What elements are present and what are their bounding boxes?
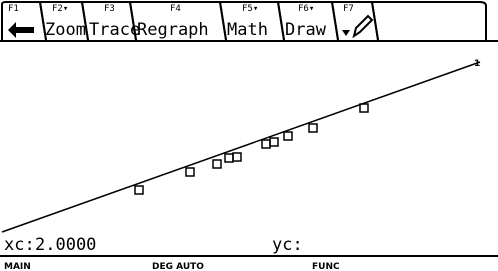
key-label: F5▾: [242, 4, 258, 14]
status-mode: MAIN: [4, 262, 31, 271]
key-label: F7: [343, 4, 354, 14]
calculator-screen: F1 F2▾ Zoom F3 Trace F4 Regraph F5▾ Math…: [0, 0, 498, 271]
key-label: F6▾: [298, 4, 314, 14]
cursor-x-value: 2.0000: [35, 235, 96, 255]
menu-label: Math: [227, 20, 268, 40]
status-graph-mode: FUNC: [312, 262, 340, 271]
line-label: 1: [474, 59, 480, 69]
key-label: F4: [170, 4, 181, 14]
key-label: F3: [104, 4, 115, 14]
menu-label: Draw: [285, 20, 327, 40]
key-label: F1: [8, 4, 19, 14]
key-label: F2▾: [52, 4, 68, 14]
cursor-x-label: xc:: [4, 235, 35, 255]
page: F1 F2▾ Zoom F3 Trace F4 Regraph F5▾ Math…: [0, 0, 498, 271]
menu-label: Zoom: [45, 20, 86, 40]
status-angle: DEG AUTO: [152, 262, 204, 271]
cursor-y-label: yc:: [272, 235, 303, 255]
menu-label: Regraph: [137, 20, 209, 40]
menu-label: Trace: [89, 20, 140, 40]
